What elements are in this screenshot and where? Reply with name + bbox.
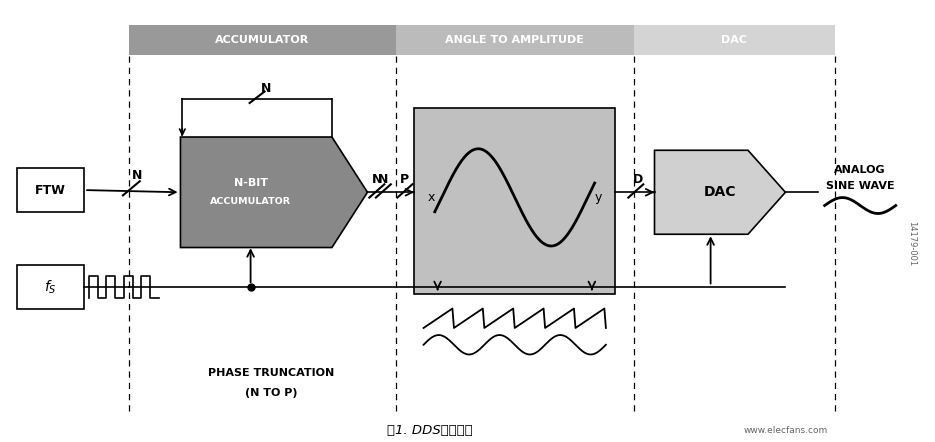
Text: www.elecfans.com: www.elecfans.com <box>743 427 827 435</box>
Text: D: D <box>633 172 642 186</box>
Text: P: P <box>400 172 410 186</box>
Bar <box>17 168 84 212</box>
Text: N: N <box>261 82 272 95</box>
Text: SINE WAVE: SINE WAVE <box>826 181 895 191</box>
Bar <box>396 25 634 55</box>
Text: DAC: DAC <box>704 185 736 199</box>
Text: 图1. DDS功能框图: 图1. DDS功能框图 <box>387 424 473 438</box>
Text: x: x <box>427 191 435 204</box>
Text: N: N <box>378 172 389 186</box>
Polygon shape <box>654 150 785 234</box>
Text: 14179-001: 14179-001 <box>907 221 916 266</box>
Text: ACCUMULATOR: ACCUMULATOR <box>210 197 291 206</box>
Text: N: N <box>132 169 142 183</box>
Text: PHASE TRUNCATION: PHASE TRUNCATION <box>208 369 335 378</box>
Text: ACCUMULATOR: ACCUMULATOR <box>215 35 309 45</box>
Text: ANALOG: ANALOG <box>834 165 886 175</box>
Text: (N TO P): (N TO P) <box>245 389 297 398</box>
Text: N-BIT: N-BIT <box>234 179 267 188</box>
Text: DAC: DAC <box>722 35 747 45</box>
Bar <box>414 108 615 294</box>
Polygon shape <box>180 137 367 248</box>
Text: N: N <box>371 172 382 186</box>
Text: ANGLE TO AMPLITUDE: ANGLE TO AMPLITUDE <box>445 35 584 45</box>
Text: $f_S$: $f_S$ <box>44 278 57 296</box>
Text: FTW: FTW <box>35 183 66 197</box>
Bar <box>129 25 396 55</box>
Bar <box>17 265 84 309</box>
Bar <box>634 25 835 55</box>
Text: y: y <box>595 191 602 204</box>
